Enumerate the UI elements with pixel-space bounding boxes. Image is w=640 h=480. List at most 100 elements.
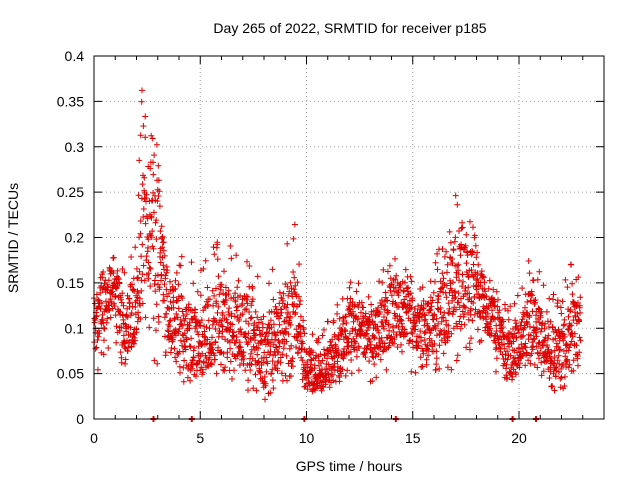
data-point [531,301,538,307]
data-point [111,303,118,309]
y-axis-label: SRMTID / TECUs [5,183,21,293]
data-point [217,286,224,293]
data-point [538,308,545,315]
data-point [527,360,534,367]
data-point [568,322,575,329]
data-point [551,347,558,354]
data-point [135,309,142,316]
data-point [490,315,497,322]
data-point [148,234,155,241]
data-point [184,374,191,381]
data-point [461,311,468,318]
data-point [224,349,231,356]
x-tick-label: 20 [511,430,527,446]
data-point [324,370,331,377]
data-point [175,328,182,335]
data-point [107,296,114,302]
data-point [110,254,117,261]
data-point [557,375,564,382]
data-point [188,315,195,322]
data-point [331,333,338,340]
data-point [232,298,239,305]
data-point [153,236,160,243]
data-point [468,335,474,342]
data-point [244,300,251,307]
data-point [561,316,568,323]
data-point [285,292,292,299]
data-point [211,292,218,299]
data-point [504,356,511,363]
data-point [109,291,116,298]
data-point [283,338,290,345]
data-point [273,332,279,339]
data-point [319,357,326,364]
data-point [408,278,415,285]
data-point [200,265,207,272]
data-point [251,320,258,327]
data-point [141,277,148,284]
data-point [558,374,565,381]
data-point [198,317,205,324]
data-point [160,262,167,269]
data-point [422,329,429,335]
data-point [462,242,469,249]
data-point [257,369,264,376]
data-point [245,339,252,346]
data-point [459,224,466,231]
data-point [381,314,387,320]
data-point [334,310,341,317]
data-point [321,326,327,333]
data-point [358,299,365,306]
data-point [409,295,416,302]
data-point [472,306,479,313]
data-point [466,340,473,347]
data-point [366,338,373,345]
data-point [486,277,493,284]
data-point [218,322,225,329]
data-point [503,372,510,379]
data-point [553,340,560,347]
data-point [197,292,204,299]
data-point [492,316,498,323]
data-point [163,269,170,276]
data-point [235,277,242,284]
data-point [154,360,161,367]
data-point [341,345,348,352]
data-point [386,262,393,269]
data-point [537,328,544,335]
data-point [116,280,123,287]
data-point [240,349,247,356]
data-point [335,347,342,354]
data-point [94,337,101,343]
data-point [407,317,414,324]
data-point [180,378,187,385]
data-point [427,307,434,313]
data-point [172,354,179,361]
data-point [137,316,144,322]
data-point [216,328,223,334]
data-point [232,355,239,362]
y-tick-label: 0 [76,411,84,427]
data-point [174,314,181,321]
data-point [194,328,201,335]
data-point [355,280,362,287]
data-point [225,309,232,315]
data-point [138,253,145,260]
data-point [344,367,351,374]
data-point [347,295,354,302]
data-point [297,297,304,304]
data-point [434,299,441,306]
data-point [452,234,459,241]
data-point [297,323,304,330]
data-point [227,243,234,249]
data-point [206,296,213,303]
data-point [330,377,337,384]
data-point [528,350,535,357]
data-point [349,308,356,315]
data-point [219,323,226,330]
data-point [261,337,268,344]
data-point [365,335,372,342]
data-point [199,350,206,357]
data-point [291,221,298,228]
